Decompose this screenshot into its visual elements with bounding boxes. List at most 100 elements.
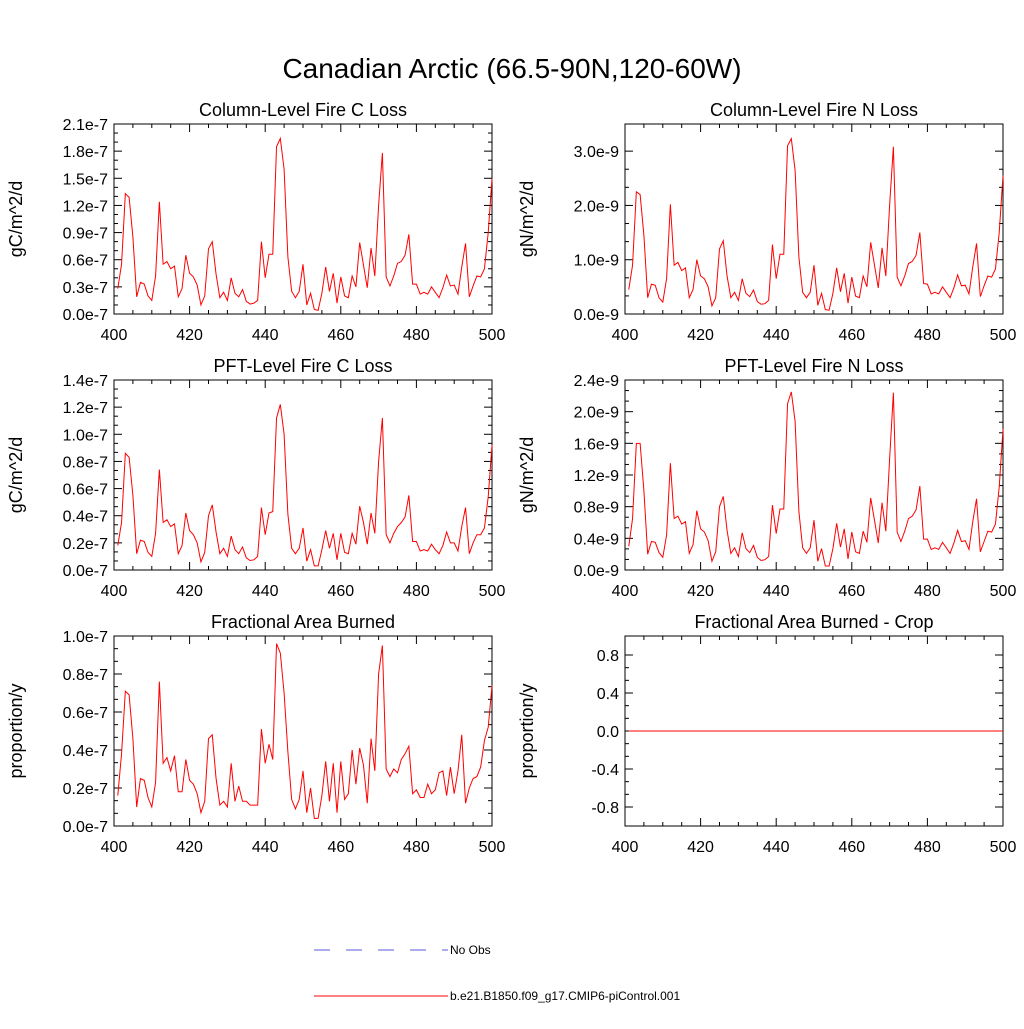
y-tick-label: 0.0 xyxy=(597,724,619,741)
y-tick-label: 0.4e-7 xyxy=(63,743,108,760)
x-tick-label: 460 xyxy=(327,839,354,856)
plot-frame xyxy=(113,379,493,571)
x-tick-label: 480 xyxy=(403,327,430,344)
x-tick-label: 420 xyxy=(687,327,714,344)
plot-frame xyxy=(624,123,1004,315)
x-tick-label: 480 xyxy=(914,839,941,856)
x-tick-label: 440 xyxy=(252,327,279,344)
series-line xyxy=(628,137,1004,311)
x-tick-label: 400 xyxy=(612,839,639,856)
y-tick-label: 0.3e-7 xyxy=(63,280,108,297)
y-tick-label: 2.0e-9 xyxy=(574,198,619,215)
y-tick-label: 1.0e-7 xyxy=(63,427,108,444)
series-line xyxy=(117,404,493,567)
x-tick-label: 440 xyxy=(763,583,790,600)
y-tick-label: -0.8 xyxy=(591,800,619,817)
panels: Column-Level Fire C Loss gC/m^2/d 400 420 44… xyxy=(6,100,1016,856)
plot-frame xyxy=(113,635,493,827)
y-tick-label: 0.0e-7 xyxy=(63,819,108,836)
y-tick-label: 0.0e-7 xyxy=(63,563,108,580)
x-tick-label: 400 xyxy=(101,583,128,600)
x-tick-label: 420 xyxy=(176,839,203,856)
y-tick-label: 1.0e-9 xyxy=(574,253,619,270)
y-tick-label: 0.0e-7 xyxy=(63,307,108,324)
y-tick-label: 0.8e-9 xyxy=(574,500,619,517)
y-tick-label: 2.4e-9 xyxy=(574,373,619,390)
y-tick-label: 0.6e-7 xyxy=(63,253,108,270)
x-tick-label: 500 xyxy=(479,583,506,600)
x-tick-label: 460 xyxy=(838,327,865,344)
panel-title: Fractional Area Burned xyxy=(211,612,395,632)
x-tick-label: 440 xyxy=(252,839,279,856)
panel-title: Fractional Area Burned - Crop xyxy=(694,612,933,632)
x-tick-label: 460 xyxy=(327,583,354,600)
y-tick-label: 0.8e-7 xyxy=(63,667,108,684)
x-tick-label: 440 xyxy=(763,327,790,344)
series-line xyxy=(628,391,1004,567)
legend-model-label: b.e21.B1850.f09_g17.CMIP6-piControl.001 xyxy=(450,989,680,1003)
y-tick-label: 1.2e-9 xyxy=(574,468,619,485)
y-tick-label: 0.8 xyxy=(597,648,619,665)
y-tick-label: 0.2e-7 xyxy=(63,536,108,553)
y-tick-label: 1.8e-7 xyxy=(63,144,108,161)
y-tick-label: 0.0e-9 xyxy=(574,307,619,324)
x-tick-label: 500 xyxy=(990,839,1017,856)
y-tick-label: 0.4e-9 xyxy=(574,531,619,548)
series-line xyxy=(117,643,493,819)
x-tick-label: 420 xyxy=(176,327,203,344)
y-tick-label: 0.9e-7 xyxy=(63,226,108,243)
x-tick-label: 400 xyxy=(612,583,639,600)
y-tick-label: 0.4 xyxy=(597,686,619,703)
y-tick-label: 1.6e-9 xyxy=(574,436,619,453)
x-tick-label: 400 xyxy=(101,839,128,856)
y-tick-label: 0.0e-9 xyxy=(574,563,619,580)
series-line xyxy=(117,136,493,311)
panel-title: Column-Level Fire N Loss xyxy=(710,100,918,120)
y-tick-label: -0.4 xyxy=(591,762,619,779)
y-tick-label: 1.4e-7 xyxy=(63,373,108,390)
x-tick-label: 500 xyxy=(990,583,1017,600)
y-tick-label: 0.2e-7 xyxy=(63,781,108,798)
y-tick-label: 2.0e-9 xyxy=(574,405,619,422)
y-tick-label: 1.2e-7 xyxy=(63,400,108,417)
x-tick-label: 460 xyxy=(327,327,354,344)
panel-6: Fractional Area Burned - Crop proportion/… xyxy=(517,612,1016,856)
panel-title: Column-Level Fire C Loss xyxy=(199,100,407,120)
y-tick-label: 3.0e-9 xyxy=(574,144,619,161)
plot-frame xyxy=(624,379,1004,571)
y-axis-label: gN/m^2/d xyxy=(517,181,537,257)
y-tick-label: 2.1e-7 xyxy=(63,117,108,134)
y-axis-label: gC/m^2/d xyxy=(6,437,26,513)
x-tick-label: 440 xyxy=(763,839,790,856)
y-tick-label: 0.4e-7 xyxy=(63,509,108,526)
legend-obs-label: No Obs xyxy=(450,943,491,957)
panel-title: PFT-Level Fire C Loss xyxy=(213,356,392,376)
y-axis-label: proportion/y xyxy=(6,683,26,778)
panel-2: Column-Level Fire N Loss gN/m^2/d 400 420 44… xyxy=(517,100,1016,344)
y-tick-label: 0.6e-7 xyxy=(63,482,108,499)
x-tick-label: 460 xyxy=(838,839,865,856)
panel-1: Column-Level Fire C Loss gC/m^2/d 400 420 44… xyxy=(6,100,505,344)
y-tick-label: 0.6e-7 xyxy=(63,705,108,722)
x-tick-label: 480 xyxy=(403,839,430,856)
y-tick-label: 0.8e-7 xyxy=(63,454,108,471)
x-tick-label: 460 xyxy=(838,583,865,600)
panel-5: Fractional Area Burned proportion/y 400 420… xyxy=(6,612,505,856)
y-axis-label: gC/m^2/d xyxy=(6,181,26,257)
x-tick-label: 480 xyxy=(403,583,430,600)
x-tick-label: 400 xyxy=(612,327,639,344)
x-tick-label: 420 xyxy=(687,839,714,856)
x-tick-label: 400 xyxy=(101,327,128,344)
x-tick-label: 420 xyxy=(176,583,203,600)
panel-title: PFT-Level Fire N Loss xyxy=(724,356,903,376)
plot-frame xyxy=(113,123,493,315)
x-tick-label: 440 xyxy=(252,583,279,600)
x-tick-label: 500 xyxy=(990,327,1017,344)
panel-3: PFT-Level Fire C Loss gC/m^2/d 400 420 440 46… xyxy=(6,356,505,600)
y-axis-label: proportion/y xyxy=(517,683,537,778)
x-tick-label: 480 xyxy=(914,327,941,344)
x-tick-label: 500 xyxy=(479,327,506,344)
y-tick-label: 1.5e-7 xyxy=(63,171,108,188)
